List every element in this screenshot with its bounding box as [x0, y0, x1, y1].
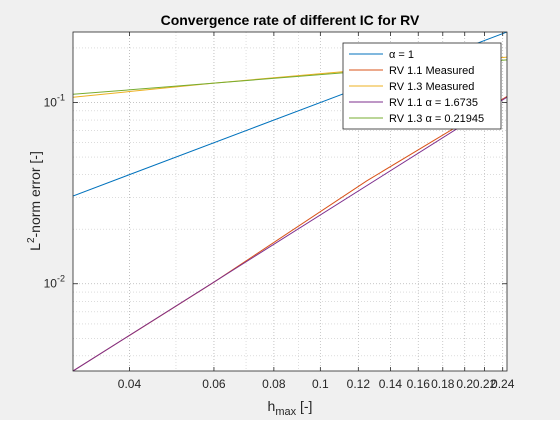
major-grid	[73, 32, 507, 371]
y-tick-label: 10-1	[44, 93, 65, 110]
axes-box	[72, 31, 508, 372]
legend-label-1: α = 1	[389, 49, 414, 61]
x-tick-label: 0.06	[202, 377, 226, 391]
x-axis-label: hmax [-]	[268, 398, 313, 418]
x-tick-label: 0.22	[473, 377, 497, 391]
y-tick-label-base: 10	[44, 277, 58, 291]
y-axis-label-superscript: 2	[26, 237, 37, 243]
legend-label-4: RV 1.1 α = 1.6735	[389, 97, 478, 109]
y-axis-label-main: L	[27, 243, 43, 251]
y-tick-label-exponent: -2	[57, 274, 65, 284]
x-axis-label-subscript: max	[275, 406, 296, 418]
axis-ticks	[73, 32, 507, 371]
y-tick-label-exponent: -1	[57, 93, 65, 103]
legend: α = 1 RV 1.1 Measured RV 1.3 Measured RV 1.…	[342, 42, 502, 130]
x-tick-label: 0.12	[347, 377, 371, 391]
tick-labels: 0.04 0.06 0.08 0.1 0.12 0.14 0.16 0.18 0.2 0.220.…	[44, 93, 515, 391]
x-tick-label: 0.16	[407, 377, 431, 391]
x-tick-label: 0.2	[456, 377, 473, 391]
x-tick-label: 0.1	[312, 377, 329, 391]
x-tick-label: 0.14	[379, 377, 403, 391]
legend-label-3: RV 1.3 Measured	[389, 81, 474, 93]
y-tick-label: 10-2	[44, 274, 65, 291]
x-tick-label: 0.08	[262, 377, 286, 391]
x-tick-label: 0.04	[118, 377, 142, 391]
y-axis-label: L2-norm error [-]	[26, 151, 43, 251]
legend-label-5: RV 1.3 α = 0.21945	[389, 113, 484, 125]
series-line-4	[73, 96, 507, 371]
x-axis-label-unit: [-]	[296, 398, 312, 414]
y-tick-label-base: 10	[44, 96, 58, 110]
legend-label-2: RV 1.1 Measured	[389, 65, 474, 77]
y-axis-label-rest: -norm error [-]	[27, 151, 43, 237]
chart-title: Convergence rate of different IC for RV	[161, 12, 420, 28]
x-tick-label: 0.18	[431, 377, 455, 391]
x-axis-label-main: h	[268, 398, 276, 414]
x-tick-label: 0.24	[491, 377, 515, 391]
